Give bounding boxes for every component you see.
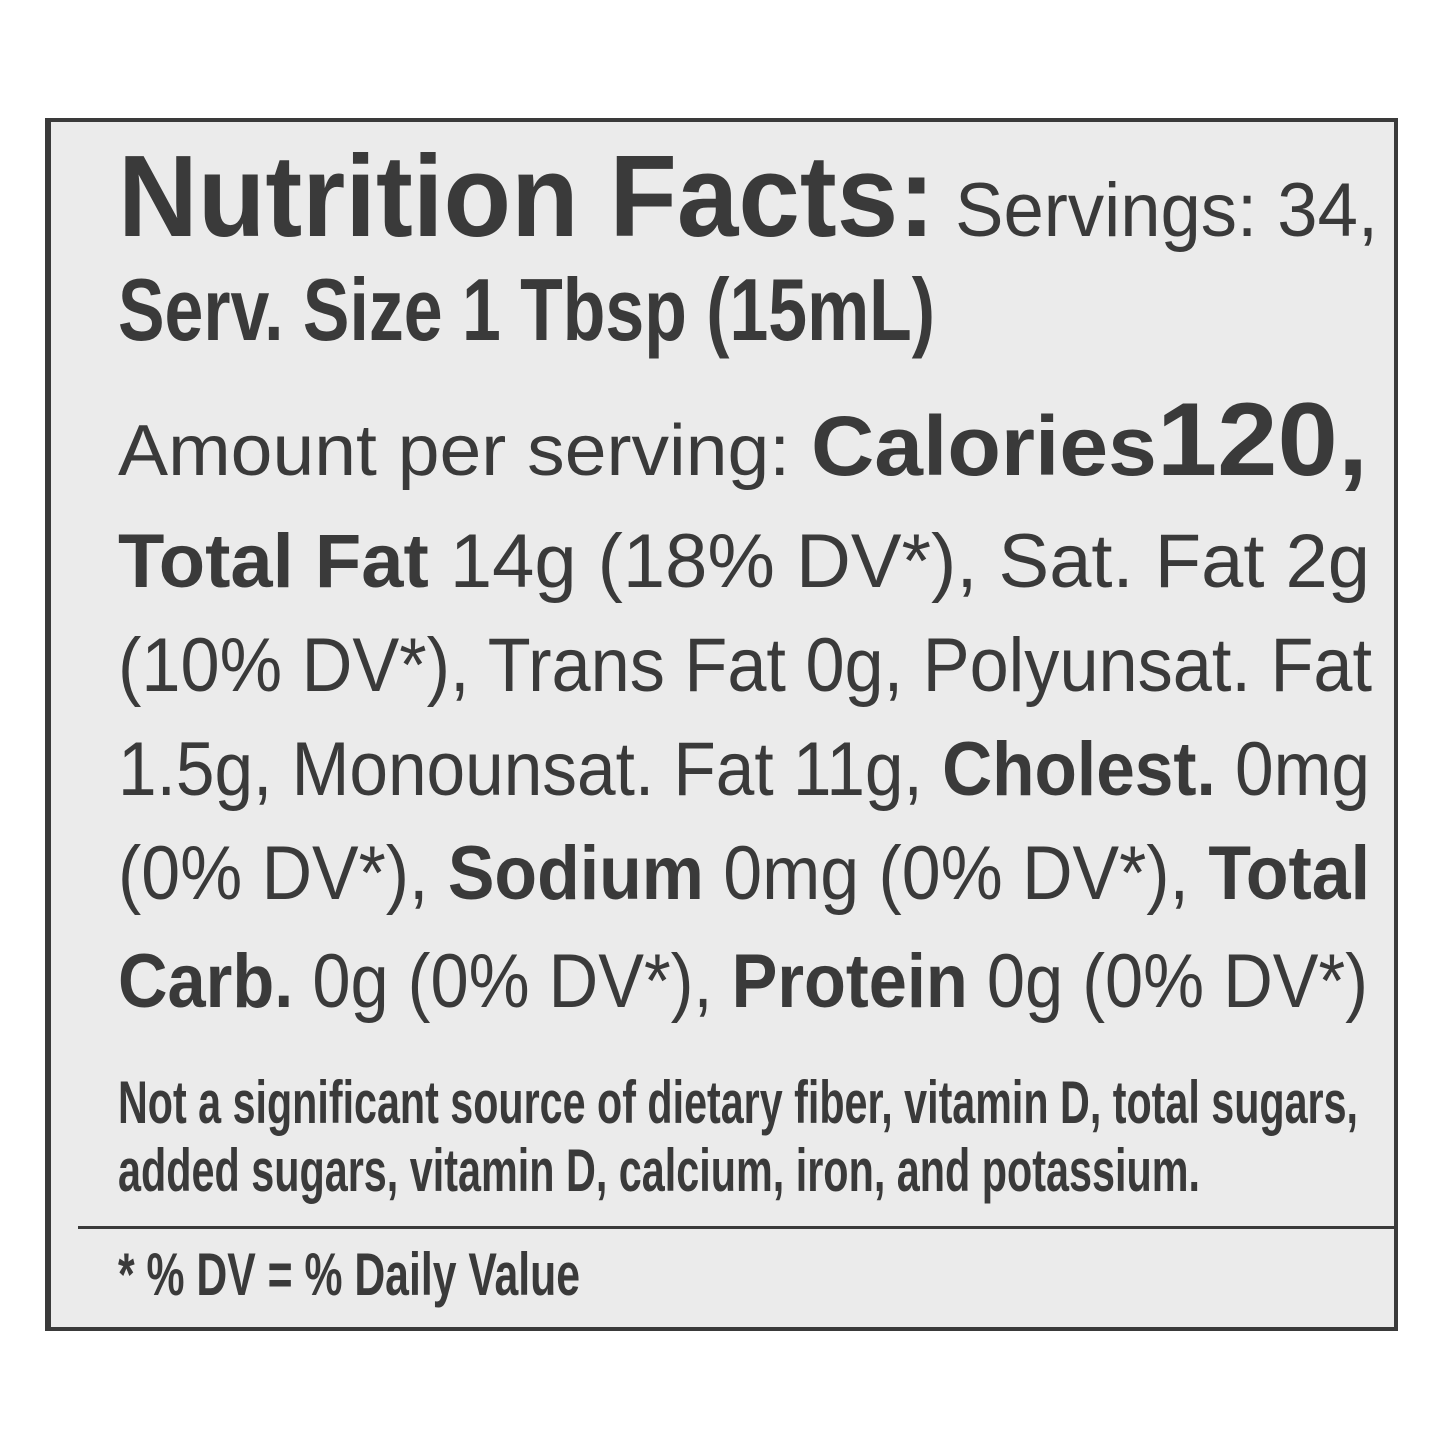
serving-size: Serv. Size 1 Tbsp (15mL) bbox=[118, 260, 935, 359]
dv-note: * % DV = % Daily Value bbox=[118, 1241, 580, 1308]
nutrient-value: (0% DV*), bbox=[118, 831, 448, 916]
nutrition-facts-title: Nutrition Facts: bbox=[118, 131, 936, 261]
footnote-line: added sugars, vitamin D, calcium, iron, … bbox=[118, 1137, 1200, 1204]
nutrient-value: (10% DV*), Trans Fat 0g, Polyunsat. Fat bbox=[118, 623, 1372, 708]
nutrient-name: Total Fat bbox=[118, 519, 429, 604]
title-line: Nutrition Facts: Servings: 34, bbox=[118, 138, 1378, 254]
nutrient-name: Total bbox=[1208, 831, 1370, 916]
nutrient-line: (10% DV*), Trans Fat 0g, Polyunsat. Fat bbox=[118, 628, 1372, 704]
amount-per-serving: Amount per serving: bbox=[118, 411, 812, 491]
nutrient-name: Sodium bbox=[447, 831, 704, 916]
calories-label: Calories bbox=[811, 399, 1157, 493]
nutrient-value: 1.5g, Monounsat. Fat 11g, bbox=[118, 727, 943, 812]
nutrient-value: 0mg bbox=[1215, 727, 1370, 812]
nutrition-label bbox=[45, 118, 1398, 1331]
calories-value: 120, bbox=[1156, 382, 1368, 498]
nutrient-value: 0mg (0% DV*), bbox=[703, 831, 1209, 916]
nutrient-value: 0g (0% DV*) bbox=[967, 939, 1368, 1024]
footnote-line: Not a significant source of dietary fibe… bbox=[118, 1069, 1358, 1136]
nutrient-line: 1.5g, Monounsat. Fat 11g, Cholest. 0mg bbox=[118, 732, 1370, 808]
nutrient-line: (0% DV*), Sodium 0mg (0% DV*), Total bbox=[118, 836, 1370, 912]
nutrient-name: Carb. bbox=[118, 939, 294, 1024]
divider bbox=[78, 1226, 1396, 1229]
nutrient-line: Total Fat 14g (18% DV*), Sat. Fat 2g bbox=[118, 524, 1370, 600]
nutrient-value: 0g (0% DV*), bbox=[293, 939, 732, 1024]
nutrient-name: Protein bbox=[731, 939, 968, 1024]
calories-line: Amount per serving: Calories120, bbox=[118, 388, 1368, 492]
nutrient-value: 14g (18% DV*), Sat. Fat 2g bbox=[428, 519, 1371, 604]
servings: Servings: 34, bbox=[935, 168, 1378, 253]
nutrient-name: Cholest. bbox=[942, 727, 1216, 812]
nutrient-line: Carb. 0g (0% DV*), Protein 0g (0% DV*) bbox=[118, 944, 1368, 1020]
